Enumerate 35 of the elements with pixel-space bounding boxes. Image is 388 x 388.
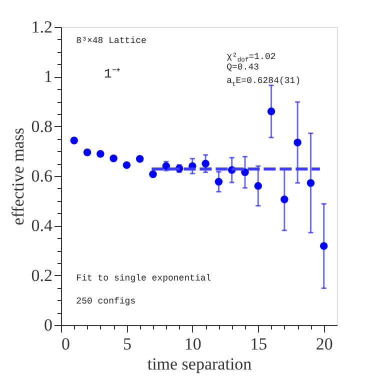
x-tick-label: 10 <box>184 334 202 354</box>
x-tick-label: 0 <box>62 334 70 354</box>
y-tick-label: 0.2 <box>31 266 52 285</box>
point <box>320 242 328 250</box>
annotation: 250 configs <box>76 296 136 306</box>
point <box>83 148 92 156</box>
y-axis-title: effective mass <box>8 128 28 226</box>
point <box>96 150 104 158</box>
annotation: 1⁻⁺ <box>104 66 120 82</box>
point <box>202 160 210 168</box>
x-tick-label: 20 <box>316 334 333 354</box>
annotation: 8³×48 Lattice <box>76 36 146 46</box>
x-axis-title: time separation <box>147 354 252 374</box>
y-tick-label: 1 <box>44 67 52 86</box>
point <box>254 182 262 190</box>
annotation: Fit to single exponential <box>76 273 212 284</box>
point <box>267 108 276 116</box>
point <box>241 168 249 176</box>
point <box>280 195 288 204</box>
x-tick-label: 15 <box>250 334 268 354</box>
point <box>306 179 315 187</box>
y-tick-label: 0.6 <box>31 166 52 186</box>
point <box>136 155 144 163</box>
point <box>294 138 302 146</box>
y-tick-label: 0.8 <box>31 116 52 136</box>
point <box>122 161 131 169</box>
point <box>70 136 78 144</box>
point <box>149 170 157 178</box>
x-tick-label: 5 <box>122 334 132 354</box>
point <box>110 154 118 162</box>
y-tick-label: 0.4 <box>31 216 53 236</box>
point <box>214 178 223 186</box>
y-tick-label: 0 <box>44 316 52 334</box>
annotation: Q=0.43 <box>226 62 260 72</box>
y-tick-label: 1.2 <box>31 18 52 36</box>
